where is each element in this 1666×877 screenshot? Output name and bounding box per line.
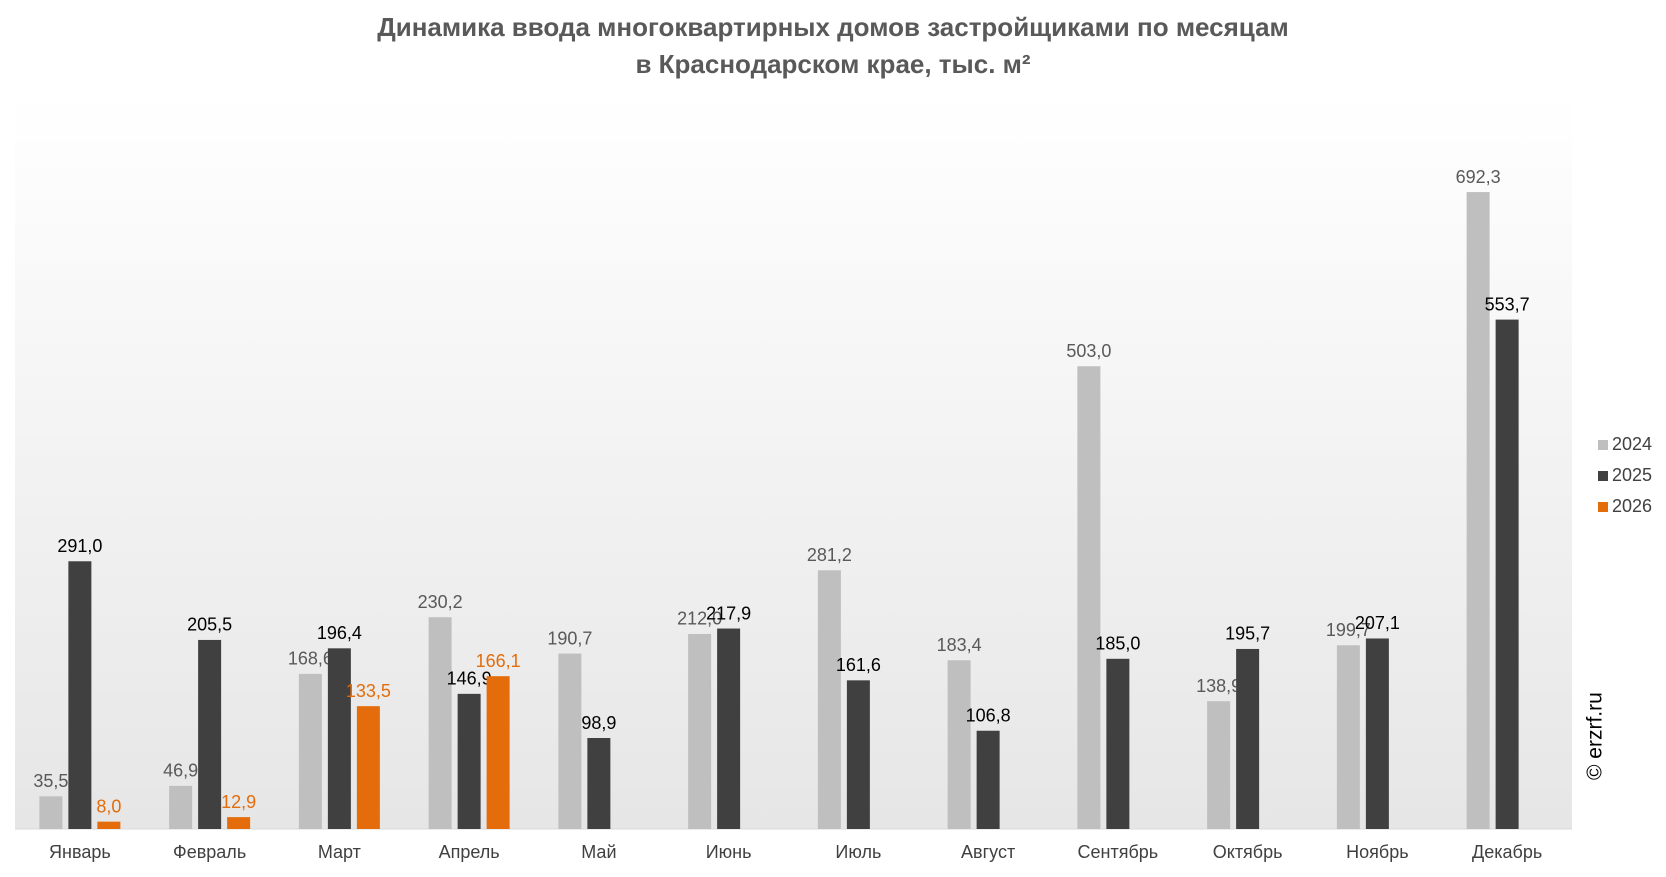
data-label: 281,2: [807, 545, 852, 565]
x-tick-label: Февраль: [173, 842, 246, 862]
x-tick-label: Июль: [835, 842, 881, 862]
x-tick-label: Январь: [49, 842, 111, 862]
bar: [1106, 658, 1130, 829]
data-label: 12,9: [221, 792, 256, 812]
bar: [227, 817, 251, 829]
data-label: 35,5: [33, 771, 68, 791]
bar: [717, 628, 741, 829]
data-label: 503,0: [1066, 341, 1111, 361]
x-tick-label: Ноябрь: [1346, 842, 1408, 862]
bar: [846, 680, 870, 829]
bar: [1207, 701, 1231, 829]
legend-swatch: [1598, 502, 1608, 512]
x-tick-label: Март: [318, 842, 361, 862]
x-tick-label: Май: [581, 842, 616, 862]
bar: [947, 660, 971, 829]
data-label: 133,5: [346, 681, 391, 701]
data-label: 217,9: [706, 603, 751, 623]
bar: [356, 706, 380, 829]
x-tick-label: Апрель: [439, 842, 500, 862]
bar: [169, 785, 193, 829]
data-label: 692,3: [1456, 167, 1501, 187]
data-label: 161,6: [836, 655, 881, 675]
data-label: 199,7: [1326, 620, 1371, 640]
bar: [688, 633, 712, 829]
data-label: 196,4: [317, 623, 362, 643]
bar: [558, 653, 582, 829]
x-tick-label: Сентябрь: [1078, 842, 1159, 862]
data-label: 146,9: [447, 669, 492, 689]
bar: [1495, 319, 1519, 829]
bar: [1336, 645, 1360, 829]
bar: [817, 570, 841, 829]
data-label: 46,9: [163, 761, 198, 781]
plot-area: [15, 93, 1572, 829]
data-label: 553,7: [1485, 294, 1530, 314]
legend-label: 2024: [1612, 434, 1652, 454]
legend-label: 2026: [1612, 496, 1652, 516]
bar: [486, 676, 510, 829]
data-label: 183,4: [937, 635, 982, 655]
data-label: 190,7: [547, 628, 592, 648]
bar: [97, 821, 121, 829]
watermark: © erzrf.ru: [1584, 692, 1607, 780]
data-label: 8,0: [96, 796, 121, 816]
x-tick-label: Октябрь: [1213, 842, 1283, 862]
data-label: 205,5: [187, 615, 232, 635]
chart-title: Динамика ввода многоквартирных домов зас…: [377, 12, 1289, 42]
bar: [1236, 648, 1260, 829]
data-label: 291,0: [57, 536, 102, 556]
bar: [457, 693, 481, 829]
bar: [1077, 366, 1101, 829]
data-label: 168,6: [288, 649, 333, 669]
data-label: 138,9: [1196, 676, 1241, 696]
bar: [327, 648, 351, 829]
bar: [68, 561, 92, 829]
bar: [976, 730, 1000, 829]
data-label: 230,2: [418, 592, 463, 612]
bar: [1466, 192, 1490, 830]
bar: [1365, 638, 1389, 829]
data-label: 212,0: [677, 609, 722, 629]
legend-swatch: [1598, 440, 1608, 450]
data-label: 166,1: [476, 651, 521, 671]
data-label: 185,0: [1095, 634, 1140, 654]
x-tick-label: Июнь: [706, 842, 752, 862]
data-label: 195,7: [1225, 624, 1270, 644]
chart-subtitle: в Краснодарском крае, тыс. м²: [635, 49, 1030, 79]
x-tick-label: Декабрь: [1472, 842, 1542, 862]
legend-label: 2025: [1612, 465, 1652, 485]
bar: [39, 796, 63, 829]
legend-swatch: [1598, 471, 1608, 481]
bar: [298, 673, 322, 829]
x-tick-label: Август: [961, 842, 1015, 862]
bar: [428, 617, 452, 829]
data-label: 98,9: [581, 713, 616, 733]
bar: [198, 639, 222, 829]
data-label: 207,1: [1355, 613, 1400, 633]
data-label: 106,8: [966, 705, 1011, 725]
bar: [587, 738, 611, 829]
